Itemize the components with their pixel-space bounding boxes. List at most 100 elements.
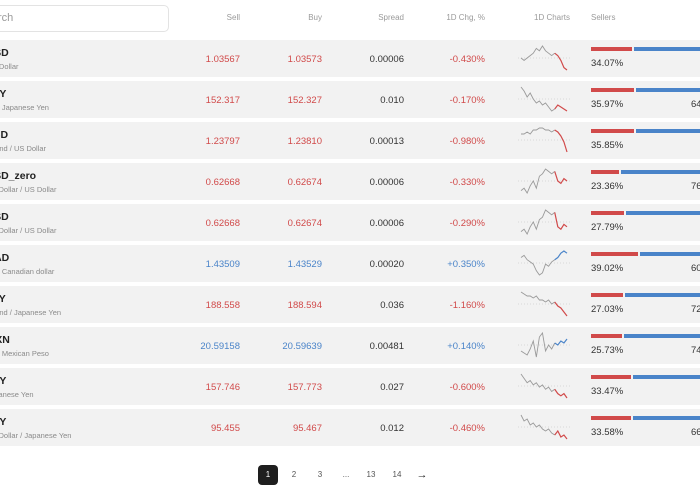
sparkline-history (520, 331, 556, 358)
table-row[interactable]: R/USD o / US Dollar 1.03567 1.03573 0.00006 -… (0, 40, 700, 77)
sell-price[interactable]: 95.455 (210, 423, 240, 434)
sparkline-recent (554, 338, 568, 346)
change-percent: -1.160% (449, 300, 485, 311)
table-row[interactable]: D/USD tralian Dollar / US Dollar 0.62668 0.… (0, 204, 700, 241)
buyers-fill (634, 47, 700, 51)
buy-price[interactable]: 1.23810 (287, 136, 322, 147)
sparkline-recent (554, 212, 568, 231)
instrument-symbol[interactable]: D/JPY (0, 88, 7, 100)
table-row[interactable]: D/USD_zerotralian Dollar / US Dollar 0.62… (0, 163, 700, 200)
table-row[interactable]: R/JPY o / Japanese Yen 157.746 157.773 0.027… (0, 368, 700, 405)
sellers-fill (591, 334, 622, 338)
spread-value: 0.00006 (369, 177, 404, 188)
instrument-description: Dollar / Japanese Yen (0, 103, 49, 112)
table-row[interactable]: D/CAD Dollar / Canadian dollar 1.43509 1.43… (0, 245, 700, 282)
page-button-3[interactable]: 3 (317, 470, 323, 479)
instrument-symbol[interactable]: D/CAD (0, 252, 10, 264)
sell-price[interactable]: 157.746 (205, 382, 240, 393)
instrument-symbol[interactable]: P/JPY (0, 293, 6, 305)
sell-price[interactable]: 1.03567 (205, 54, 240, 65)
spread-value: 0.027 (380, 382, 404, 393)
page-button-1[interactable]: 1 (258, 465, 278, 485)
sell-price[interactable]: 188.558 (205, 300, 240, 311)
arrow-right-icon[interactable]: → (416, 469, 428, 481)
sellers-fill (591, 416, 631, 420)
instrument-description: o / Japanese Yen (0, 390, 34, 399)
sellers-fill (591, 129, 634, 133)
instrument-description: sh Pound / Japanese Yen (0, 308, 62, 317)
page-button-2[interactable]: 2 (291, 470, 297, 479)
sparkline-chart (518, 127, 570, 153)
instrument-description: o / US Dollar (0, 62, 19, 71)
sentiment-bar (591, 252, 700, 256)
column-header-buy[interactable]: Buy (308, 13, 322, 22)
sell-price[interactable]: 1.23797 (205, 136, 240, 147)
table-row[interactable]: D/JPY Dollar / Japanese Yen 152.317 152.327… (0, 81, 700, 118)
page-button-14[interactable]: 14 (392, 470, 402, 479)
sparkline-history (520, 373, 555, 393)
column-header-sell[interactable]: Sell (226, 13, 240, 22)
spread-value: 0.00013 (369, 136, 404, 147)
buyers-fill (626, 211, 700, 215)
sparkline-chart (518, 45, 570, 71)
table-row[interactable]: D/JPY tralian Dollar / Japanese Yen 95.455… (0, 409, 700, 446)
sparkline-history (520, 291, 555, 305)
sellers-percent: 35.85% (591, 140, 624, 151)
sparkline-recent (554, 250, 568, 261)
buyers-percent: 72 (691, 304, 700, 315)
sentiment-bar (591, 211, 700, 215)
instrument-symbol[interactable]: R/USD (0, 47, 9, 59)
instrument-symbol[interactable]: R/JPY (0, 375, 7, 387)
buy-price[interactable]: 188.594 (287, 300, 322, 311)
column-header-change[interactable]: 1D Chg, % (446, 13, 485, 22)
buy-price[interactable]: 0.62674 (287, 177, 322, 188)
sellers-percent: 25.73% (591, 345, 624, 356)
table-row[interactable]: P/JPY sh Pound / Japanese Yen 188.558 188.5… (0, 286, 700, 323)
spread-value: 0.012 (380, 423, 404, 434)
buy-price[interactable]: 0.62674 (287, 218, 322, 229)
sell-price[interactable]: 0.62668 (205, 218, 240, 229)
search-input[interactable]: rch (0, 5, 169, 32)
sell-price[interactable]: 0.62668 (205, 177, 240, 188)
buyers-fill (621, 170, 700, 174)
buy-price[interactable]: 95.467 (292, 423, 322, 434)
sparkline-recent (554, 129, 568, 153)
sparkline-recent (554, 52, 568, 71)
sentiment-bar (591, 129, 700, 133)
sellers-fill (591, 47, 632, 51)
sparkline-chart (518, 209, 570, 235)
buyers-percent: 76 (691, 181, 700, 192)
buy-price[interactable]: 1.03573 (287, 54, 322, 65)
sentiment-bar (591, 170, 700, 174)
search-placeholder: rch (0, 12, 14, 24)
sell-price[interactable]: 20.59158 (200, 341, 240, 352)
table-row[interactable]: D/MXN Dollar / Mexican Peso 20.59158 20.596… (0, 327, 700, 364)
buy-price[interactable]: 20.59639 (282, 341, 322, 352)
sell-price[interactable]: 152.317 (205, 95, 240, 106)
sell-price[interactable]: 1.43509 (205, 259, 240, 270)
instrument-symbol[interactable]: D/MXN (0, 334, 10, 346)
sellers-percent: 34.07% (591, 58, 624, 69)
instrument-symbol[interactable]: D/USD (0, 211, 9, 223)
sparkline-history (520, 254, 555, 276)
buy-price[interactable]: 152.327 (287, 95, 322, 106)
sentiment-bar (591, 47, 700, 51)
instrument-symbol[interactable]: D/JPY (0, 416, 7, 428)
instrument-description: Dollar / Mexican Peso (0, 349, 49, 358)
page-button-13[interactable]: 13 (366, 470, 376, 479)
spread-value: 0.00481 (369, 341, 404, 352)
sellers-fill (591, 293, 623, 297)
column-header-spread[interactable]: Spread (378, 13, 404, 22)
instrument-symbol[interactable]: D/USD_zero (0, 170, 37, 182)
sparkline-chart (518, 414, 570, 440)
buy-price[interactable]: 1.43529 (287, 259, 322, 270)
table-row[interactable]: P/USD sh Pound / US Dollar 1.23797 1.23810 0… (0, 122, 700, 159)
sellers-fill (591, 88, 634, 92)
sparkline-history (520, 45, 556, 61)
change-percent: -0.170% (449, 95, 485, 106)
pagination: 1 2 3... 13 14 → (0, 465, 700, 485)
sparkline-history (520, 414, 555, 436)
instrument-symbol[interactable]: P/USD (0, 129, 9, 141)
sentiment-bar (591, 375, 700, 379)
buy-price[interactable]: 157.773 (287, 382, 322, 393)
